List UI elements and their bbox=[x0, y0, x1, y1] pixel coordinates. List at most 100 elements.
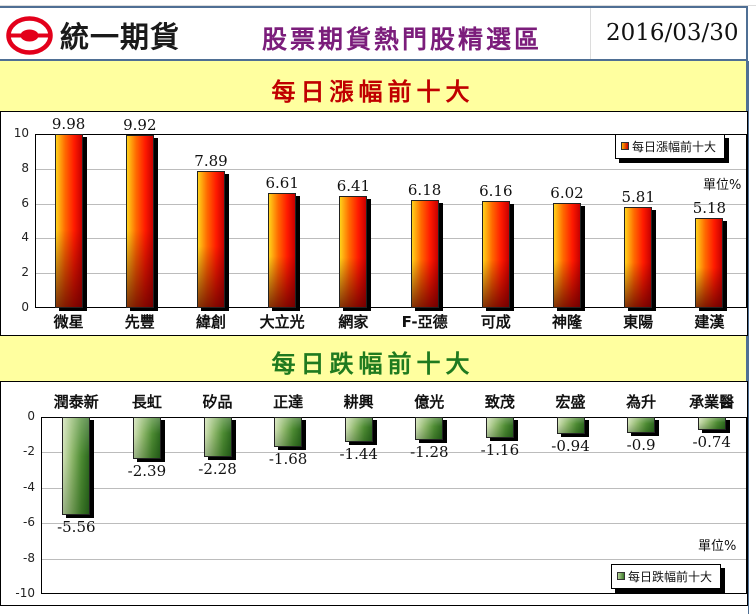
y-tick-label: -10 bbox=[15, 586, 35, 600]
data-label: 5.18 bbox=[692, 198, 727, 217]
gridline bbox=[42, 523, 746, 525]
data-label: 6.02 bbox=[550, 184, 584, 203]
losers-legend-label: 每日跌幅前十大 bbox=[628, 570, 713, 584]
date-cell: 2016/03/30 bbox=[590, 8, 746, 59]
gridline bbox=[36, 203, 746, 205]
losers-chart: 單位% 每日跌幅前十大 0 -2 -4 -6 -8 -10 -5.56 潤泰新 -2.39 長虹 -… bbox=[0, 381, 748, 606]
data-label: -2.28 bbox=[198, 460, 237, 479]
bar-shade bbox=[486, 418, 513, 437]
bar-shade bbox=[126, 136, 153, 307]
data-label: -1.28 bbox=[410, 442, 449, 461]
data-label: -2.39 bbox=[127, 462, 167, 481]
bar bbox=[697, 417, 726, 431]
bar bbox=[274, 417, 303, 447]
bar bbox=[695, 217, 724, 308]
data-label: -1.68 bbox=[268, 449, 308, 468]
losers-plot-area bbox=[41, 417, 747, 594]
sheet-grid-top bbox=[0, 0, 756, 6]
data-label: -0.94 bbox=[551, 436, 590, 455]
bar-shade bbox=[698, 418, 725, 430]
brand-name: 統一期貨 bbox=[60, 20, 181, 54]
bar bbox=[553, 203, 581, 308]
report-date: 2016/03/30 bbox=[606, 20, 739, 46]
y-tick-label: -2 bbox=[23, 444, 35, 459]
legend-swatch-icon bbox=[617, 572, 625, 580]
category-label: 承業醫 bbox=[689, 393, 735, 411]
bar bbox=[125, 135, 154, 308]
gainers-unit: 單位% bbox=[703, 178, 742, 193]
bar bbox=[556, 417, 585, 434]
bar bbox=[485, 417, 514, 438]
bar-shade bbox=[416, 418, 443, 439]
y-tick-label: 10 bbox=[13, 126, 29, 140]
bar bbox=[203, 417, 232, 458]
category-label: 長虹 bbox=[131, 393, 162, 411]
gainers-legend-label: 每日漲幅前十大 bbox=[632, 140, 717, 154]
losers-legend: 每日跌幅前十大 bbox=[611, 564, 722, 589]
bar bbox=[627, 417, 656, 433]
bar bbox=[344, 417, 373, 443]
bar-shade bbox=[133, 418, 160, 459]
category-label: 耕興 bbox=[343, 393, 374, 411]
gridline bbox=[42, 487, 746, 489]
bar bbox=[481, 200, 510, 308]
gridline bbox=[42, 558, 746, 560]
y-tick-label: 2 bbox=[21, 265, 29, 280]
bar-shade bbox=[482, 201, 509, 307]
category-label: 潤泰新 bbox=[53, 393, 99, 411]
category-label: 緯創 bbox=[195, 313, 226, 331]
gainers-chart: 每日漲幅前十大 單位% 0 2 4 6 8 10 9.98 微星 9.92 先豐 7.89 緯創 6.6… bbox=[0, 111, 748, 336]
data-label: 9.92 bbox=[123, 116, 157, 135]
y-tick-label: 0 bbox=[21, 300, 29, 314]
bar-shade bbox=[625, 207, 652, 307]
y-tick-label: 6 bbox=[21, 195, 29, 210]
y-tick-label: 8 bbox=[21, 160, 29, 175]
data-label: -0.74 bbox=[692, 433, 731, 452]
page-title: 股票期貨熱門股精選區 bbox=[262, 25, 543, 54]
gridline bbox=[42, 452, 746, 454]
category-label: 建漢 bbox=[694, 313, 725, 331]
category-label: 微星 bbox=[53, 313, 84, 331]
data-label: 6.61 bbox=[265, 173, 299, 192]
category-label: 億光 bbox=[414, 393, 445, 411]
category-label: 東陽 bbox=[623, 313, 654, 331]
data-label: -5.56 bbox=[57, 518, 96, 537]
gainers-plot-area bbox=[35, 134, 747, 308]
category-label: F-亞德 bbox=[401, 313, 448, 331]
bar bbox=[54, 134, 83, 308]
y-tick-label: 4 bbox=[21, 230, 29, 245]
data-label: -1.44 bbox=[339, 445, 378, 464]
losers-section-header: 每日跌幅前十大 bbox=[0, 336, 748, 381]
category-label: 為升 bbox=[626, 393, 657, 411]
bar-shade bbox=[55, 135, 82, 307]
losers-title: 每日跌幅前十大 bbox=[271, 349, 475, 378]
y-tick-label: -4 bbox=[23, 479, 35, 494]
bar-shade bbox=[198, 171, 224, 307]
category-label: 可成 bbox=[480, 313, 511, 331]
bar-shade bbox=[345, 418, 372, 442]
gridline bbox=[36, 238, 746, 240]
bar bbox=[415, 417, 444, 440]
bar bbox=[62, 417, 91, 516]
bar bbox=[410, 200, 439, 308]
category-label: 神隆 bbox=[551, 313, 582, 331]
header: 統一期貨 股票期貨熱門股精選區 2016/03/30 bbox=[0, 6, 748, 61]
bar-shade bbox=[411, 201, 438, 307]
data-label: -1.16 bbox=[480, 440, 520, 459]
category-label: 正達 bbox=[273, 393, 304, 411]
category-label: 矽品 bbox=[202, 393, 233, 411]
y-tick-label: -8 bbox=[23, 550, 35, 565]
bar-shade bbox=[340, 197, 367, 307]
data-label: 6.18 bbox=[407, 181, 442, 200]
data-label: 6.41 bbox=[336, 177, 371, 196]
bar-shade bbox=[275, 418, 302, 446]
bar bbox=[624, 206, 653, 308]
gainers-title: 每日漲幅前十大 bbox=[271, 77, 475, 106]
gridline bbox=[36, 273, 746, 275]
bar-shade bbox=[269, 193, 296, 307]
bar-shade bbox=[63, 418, 90, 515]
bar bbox=[268, 192, 297, 308]
bar-shade bbox=[554, 204, 580, 307]
losers-unit: 單位% bbox=[698, 539, 737, 554]
y-tick-label: -6 bbox=[23, 515, 35, 530]
